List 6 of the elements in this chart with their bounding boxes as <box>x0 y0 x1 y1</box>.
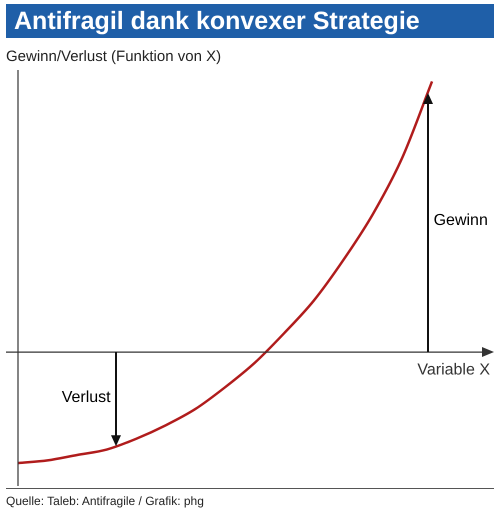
x-axis-title: Variable X <box>417 362 490 379</box>
y-axis-title: Gewinn/Verlust (Funktion von X) <box>6 48 222 65</box>
chart-title: Antifragil dank konvexer Strategie <box>6 4 494 38</box>
source-note: Quelle: Taleb: Antifragile / Grafik: phg <box>6 494 204 508</box>
annotation: Verlust <box>62 389 111 408</box>
annotation: Gewinn <box>434 212 488 230</box>
